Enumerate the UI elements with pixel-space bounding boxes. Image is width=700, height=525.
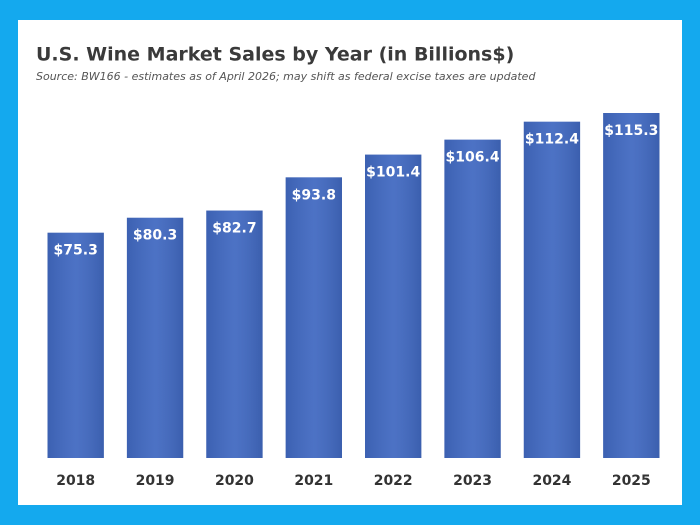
bar-shade	[523, 121, 581, 458]
value-label: $112.4	[525, 132, 579, 148]
value-label: $101.4	[366, 165, 420, 181]
x-tick-label: 2020	[215, 473, 254, 489]
x-tick-label: 2022	[374, 473, 413, 489]
bar-shade	[365, 154, 422, 459]
x-tick-label: 2019	[136, 473, 175, 489]
bar-shade	[126, 217, 184, 458]
value-label: $75.3	[54, 243, 98, 259]
bar-shade	[206, 210, 263, 458]
value-label: $80.3	[133, 228, 177, 244]
value-label: $82.7	[212, 221, 256, 237]
bar-shade	[47, 232, 104, 458]
x-tick-label: 2021	[294, 473, 333, 489]
x-tick-label: 2018	[56, 473, 95, 489]
value-label: $106.4	[446, 150, 500, 166]
x-tick-label: 2024	[532, 473, 571, 489]
x-tick-label: 2023	[453, 473, 492, 489]
bar-shade	[603, 113, 660, 458]
value-label: $115.3	[604, 123, 658, 139]
chart-panel: U.S. Wine Market Sales by Year (in Billi…	[18, 20, 682, 505]
bar-shade	[285, 177, 342, 458]
bar-shade	[444, 139, 501, 458]
chart: U.S. Wine Market Sales by Year (in Billi…	[36, 44, 660, 489]
value-label: $93.8	[292, 187, 336, 203]
chart-subtitle: Source: BW166 - estimates as of April 20…	[36, 70, 536, 83]
chart-title: U.S. Wine Market Sales by Year (in Billi…	[36, 44, 514, 66]
x-tick-label: 2025	[612, 473, 651, 489]
